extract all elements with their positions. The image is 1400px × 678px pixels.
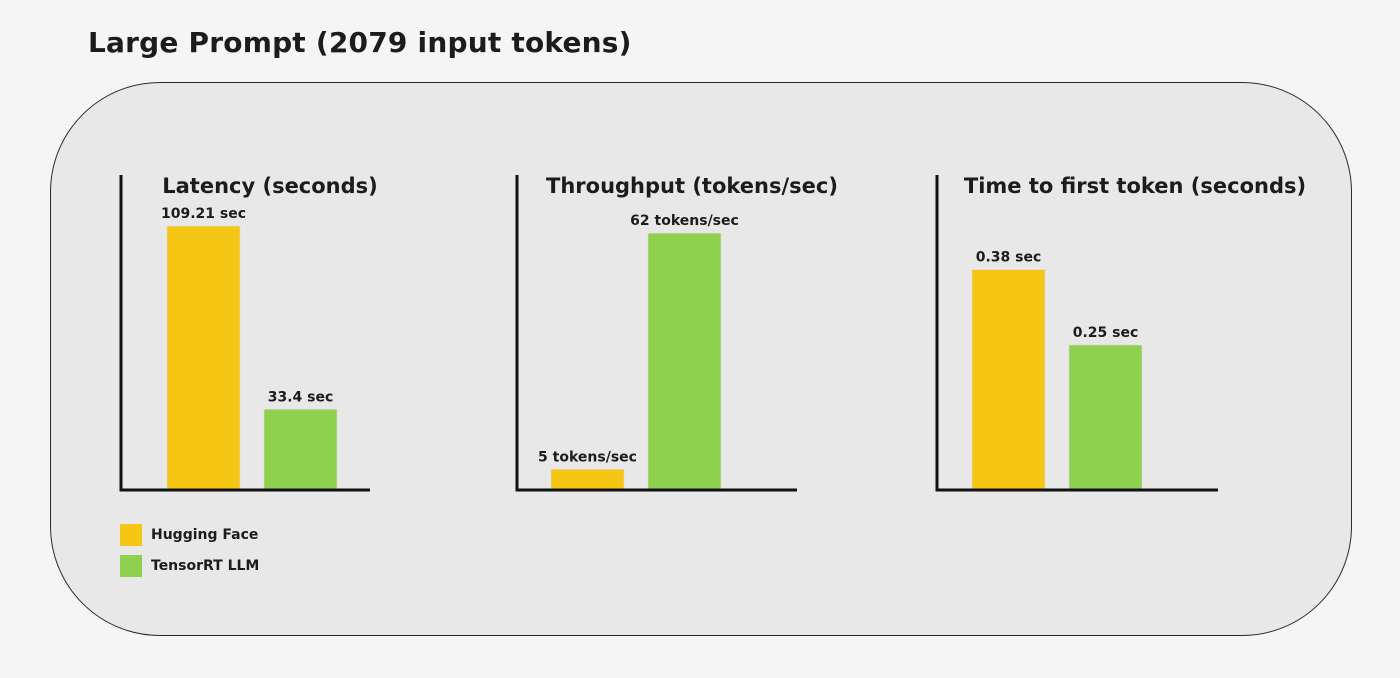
bar — [263, 408, 338, 491]
bar — [971, 269, 1046, 491]
chart-title: Time to first token (seconds) — [964, 174, 1306, 198]
data-label: 0.25 sec — [1073, 325, 1139, 341]
legend-item-tensorrt-llm: TensorRT LLM — [120, 555, 259, 577]
legend-label: TensorRT LLM — [151, 558, 260, 574]
bar — [550, 468, 625, 491]
throughput-chart: Throughput (tokens/sec) 5 tokens/sec 62 to… — [515, 174, 838, 492]
legend-swatch — [120, 555, 142, 577]
bar — [166, 225, 241, 491]
page-title: Large Prompt (2079 input tokens) — [88, 26, 632, 59]
axis — [515, 175, 797, 492]
axis — [935, 175, 1218, 492]
data-label: 0.38 sec — [976, 250, 1042, 266]
legend-swatch — [120, 524, 142, 546]
data-label: 33.4 sec — [268, 389, 334, 405]
legend: Hugging Face TensorRT LLM — [120, 524, 259, 586]
data-label: 109.21 sec — [161, 206, 246, 222]
chart-title: Throughput (tokens/sec) — [546, 174, 838, 198]
axis — [119, 175, 370, 492]
time-to-first-token-chart: Time to first token (seconds) 0.38 sec 0.2… — [935, 174, 1306, 492]
latency-chart: Latency (seconds) 109.21 sec 33.4 sec — [119, 174, 378, 492]
chart-title: Latency (seconds) — [162, 174, 378, 198]
bar — [647, 232, 722, 491]
bar — [1068, 344, 1143, 491]
legend-item-hugging-face: Hugging Face — [120, 524, 259, 546]
data-label: 5 tokens/sec — [538, 449, 637, 465]
data-label: 62 tokens/sec — [630, 213, 739, 229]
legend-label: Hugging Face — [151, 527, 259, 543]
